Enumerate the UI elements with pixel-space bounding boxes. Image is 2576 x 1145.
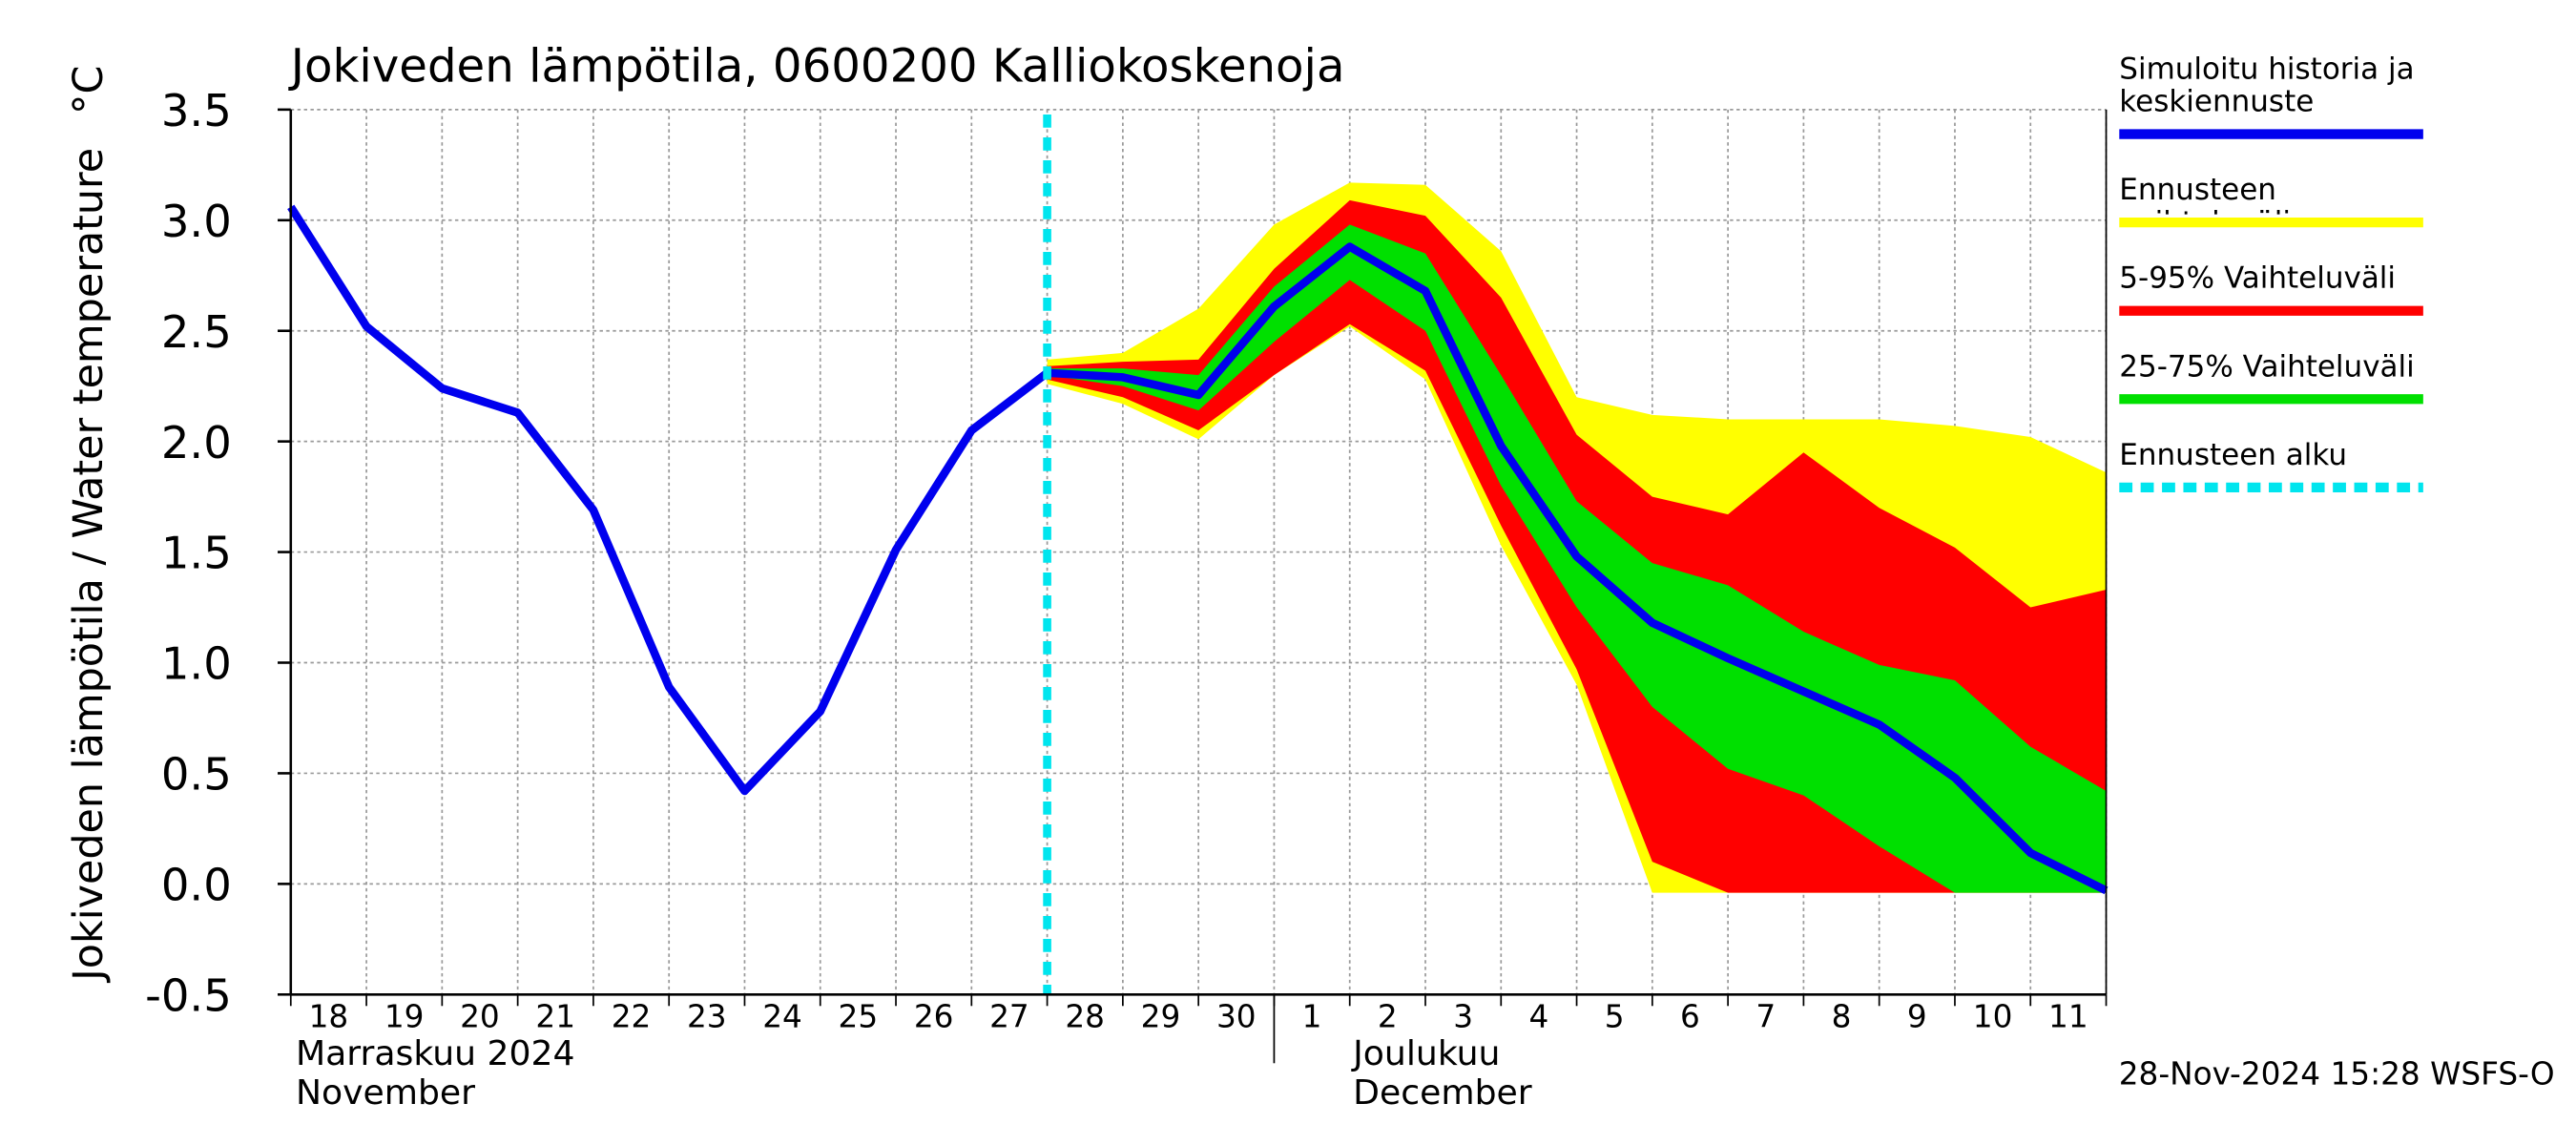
legend-label: 25-75% Vaihteluväli [2119, 351, 2415, 385]
legend-item: Ennusteen vaihteluväli [2119, 175, 2291, 214]
x-tick-label: 22 [612, 999, 652, 1035]
x-tick-label: 27 [989, 999, 1029, 1035]
legend-item: Simuloitu historia ja keskiennuste [2119, 53, 2415, 120]
x-tick-label: 23 [687, 999, 727, 1035]
x-tick-label: 3 [1453, 999, 1473, 1035]
month-label-en: November [296, 1072, 475, 1113]
x-tick-label: 1 [1302, 999, 1322, 1035]
month-label-fi: Joulukuu [1351, 1033, 1500, 1073]
legend-label: Simuloitu historia ja keskiennuste [2119, 53, 2415, 120]
x-tick-label: 10 [1973, 999, 2013, 1035]
x-tick-label: 18 [309, 999, 349, 1035]
x-tick-label: 26 [914, 999, 954, 1035]
x-tick-label: 19 [384, 999, 425, 1035]
legend-item: 5-95% Vaihteluväli [2119, 263, 2397, 297]
y-tick-label: 1.5 [161, 528, 232, 579]
legend-label: Ennusteen vaihteluväli [2119, 175, 2291, 214]
x-tick-label: 21 [535, 999, 575, 1035]
legend-label: Ennusteen alku [2119, 440, 2348, 473]
chart-title: Jokiveden lämpötila, 0600200 Kalliokoske… [288, 40, 1345, 94]
y-unit: °C [65, 66, 113, 114]
x-tick-label: 25 [839, 999, 879, 1035]
x-tick-label: 30 [1216, 999, 1257, 1035]
legend-item: Ennusteen alku [2119, 440, 2348, 473]
x-tick-label: 20 [460, 999, 500, 1035]
month-label-en: December [1353, 1072, 1532, 1113]
x-tick-label: 11 [2048, 999, 2088, 1035]
y-tick-label: 2.0 [161, 417, 232, 468]
y-tick-label: 2.5 [161, 306, 232, 358]
y-tick-label: 0.5 [161, 749, 232, 801]
y-tick-label: 0.0 [161, 860, 232, 911]
x-tick-label: 4 [1528, 999, 1548, 1035]
timestamp: 28-Nov-2024 15:28 WSFS-O [2119, 1056, 2555, 1093]
x-tick-label: 24 [762, 999, 802, 1035]
x-tick-label: 7 [1755, 999, 1776, 1035]
x-tick-label: 29 [1141, 999, 1181, 1035]
line [287, 204, 2109, 895]
y-tick-label: 3.0 [161, 196, 232, 247]
y-tick-label: 3.5 [161, 85, 232, 136]
y-tick-label: -0.5 [145, 970, 232, 1022]
y-tick-label: 1.0 [161, 638, 232, 690]
legend-item: 25-75% Vaihteluväli [2119, 351, 2415, 385]
x-tick-label: 6 [1680, 999, 1700, 1035]
legend-label: 5-95% Vaihteluväli [2119, 263, 2397, 297]
month-label-fi: Marraskuu 2024 [296, 1033, 575, 1073]
y-axis-label: Jokiveden lämpötila / Water temperature [65, 148, 113, 984]
x-tick-label: 9 [1907, 999, 1927, 1035]
x-tick-label: 5 [1605, 999, 1625, 1035]
x-tick-label: 2 [1378, 999, 1398, 1035]
x-tick-label: 8 [1832, 999, 1852, 1035]
x-tick-label: 28 [1065, 999, 1105, 1035]
